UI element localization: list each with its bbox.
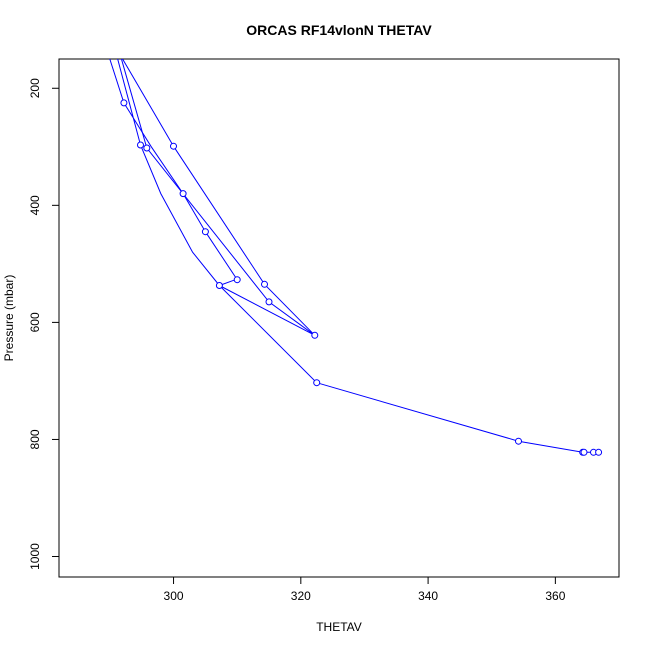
- data-point: [580, 448, 588, 456]
- data-point: [137, 141, 144, 149]
- x-tick-label: 360: [545, 589, 565, 603]
- y-axis-label: Pressure (mbar): [2, 275, 16, 362]
- y-tick-label: 800: [28, 429, 42, 449]
- x-axis-label: THETAV: [316, 620, 362, 634]
- y-tick-label: 1000: [28, 543, 42, 570]
- data-point: [233, 276, 241, 284]
- data-point: [143, 144, 151, 152]
- series-layer: [109, 59, 599, 453]
- chart-title: ORCAS RF14vlonN THETAV: [246, 22, 432, 38]
- data-point: [515, 437, 522, 445]
- y-tick-label: 600: [28, 312, 42, 332]
- x-tick-label: 300: [164, 589, 184, 603]
- series-line: [316, 382, 599, 453]
- y-tick-label: 400: [28, 195, 42, 215]
- x-tick-label: 340: [418, 589, 438, 603]
- data-point: [311, 331, 319, 339]
- series-line: [219, 285, 316, 336]
- data-point: [595, 448, 603, 456]
- points-layer: [120, 99, 603, 456]
- x-tick-label: 320: [291, 589, 311, 603]
- data-point: [265, 298, 273, 306]
- data-point: [261, 280, 268, 288]
- data-point: [215, 282, 223, 289]
- data-point: [179, 190, 187, 198]
- data-point: [201, 228, 209, 236]
- series-line: [120, 59, 316, 336]
- x-axis: 300 320 340 360: [164, 577, 566, 603]
- y-axis: 200 400 600 800 1000: [28, 78, 59, 570]
- plot-frame: [58, 58, 620, 578]
- series-line: [109, 59, 239, 287]
- y-tick-label: 200: [28, 78, 42, 98]
- data-point: [170, 142, 177, 150]
- data-point: [313, 379, 321, 387]
- data-point: [120, 99, 128, 107]
- series-line: [219, 285, 318, 384]
